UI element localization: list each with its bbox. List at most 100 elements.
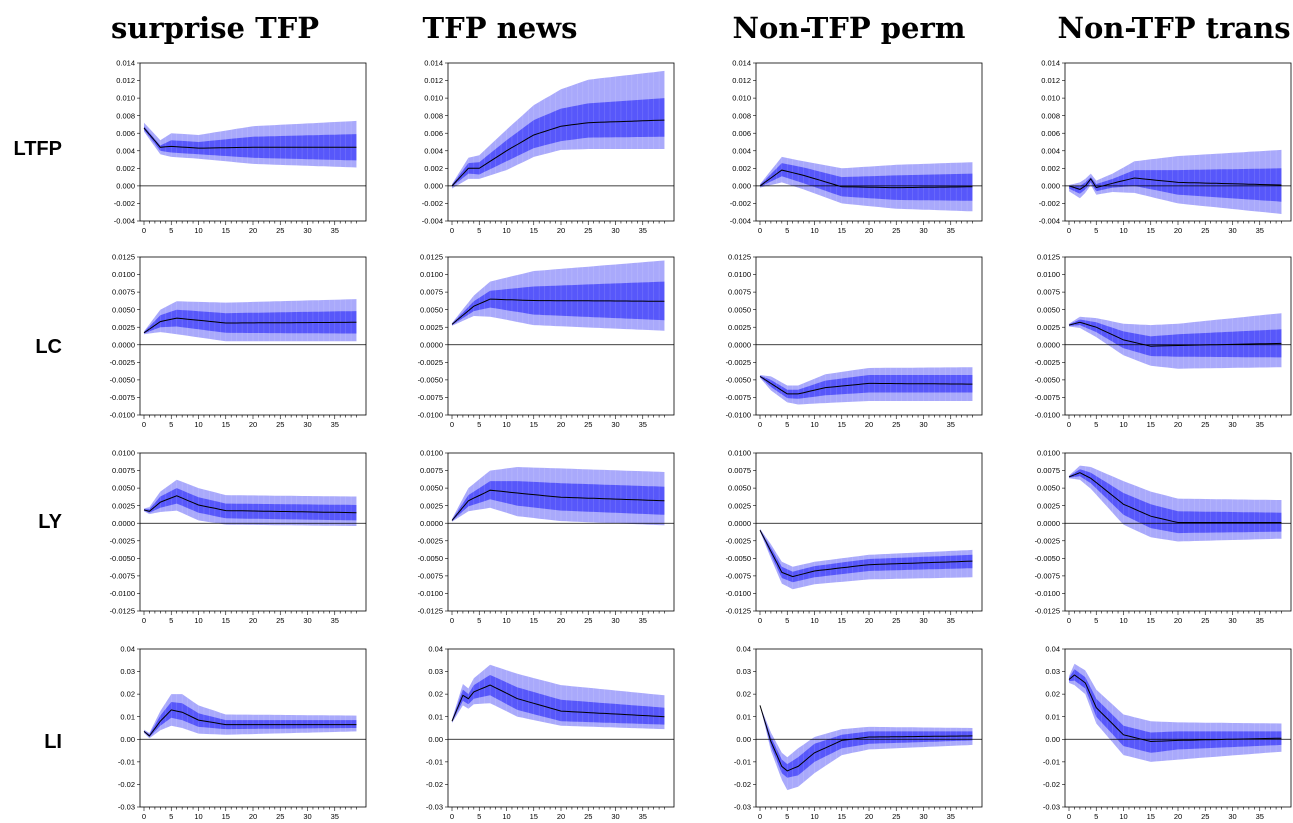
x-tick-label: 35 xyxy=(331,226,339,235)
x-tick-label: 25 xyxy=(1201,420,1209,429)
x-tick-label: 35 xyxy=(1256,812,1264,821)
y-tick-label: 0.0050 xyxy=(420,305,443,314)
panel-frame xyxy=(139,452,367,612)
x-tick-label: 15 xyxy=(1147,420,1155,429)
y-tick-label: -0.02 xyxy=(1043,780,1060,789)
x-tick-label: 30 xyxy=(303,616,311,625)
y-tick-label: 0.0025 xyxy=(1037,501,1060,510)
x-tick-label: 35 xyxy=(331,812,339,821)
y-tick-label: 0.002 xyxy=(1041,164,1060,173)
irf-panel: 0.0125 0.0100 0.0075 0.0050 0.0025 0.0000 -0.0… xyxy=(110,253,367,429)
y-tick-label: 0.008 xyxy=(1041,111,1060,120)
x-tick-label: 5 xyxy=(1094,420,1098,429)
x-tick-label: 25 xyxy=(276,420,284,429)
y-tick-label: 0.0125 xyxy=(420,253,443,262)
inner-confidence-band xyxy=(452,98,665,187)
x-tick-label: 20 xyxy=(865,420,873,429)
median-response-line xyxy=(451,489,665,521)
x-tick-label: 0 xyxy=(450,812,454,821)
y-tick-label: 0.006 xyxy=(1041,129,1060,138)
x-tick-label: 35 xyxy=(639,420,647,429)
x-tick-label: 0 xyxy=(1067,616,1071,625)
x-tick-label: 15 xyxy=(222,226,230,235)
y-tick-label: -0.004 xyxy=(422,217,443,226)
x-tick-label: 5 xyxy=(785,226,789,235)
y-tick-label: -0.0125 xyxy=(726,607,751,616)
y-tick-label: 0.01 xyxy=(120,712,135,721)
x-tick-label: 0 xyxy=(758,812,762,821)
y-tick-label: 0.000 xyxy=(116,181,135,190)
y-tick-label: 0.008 xyxy=(116,111,135,120)
y-tick-label: -0.0075 xyxy=(726,393,751,402)
y-tick-label: 0.01 xyxy=(736,712,751,721)
x-tick-label: 30 xyxy=(1228,812,1236,821)
y-tick-label: 0.010 xyxy=(116,94,135,103)
y-tick-label: -0.0100 xyxy=(418,589,443,598)
y-tick-label: -0.002 xyxy=(1039,199,1060,208)
y-tick-label: 0.008 xyxy=(424,111,443,120)
panel-grid: 0.0140.0120.0100.0080.0060.0040.0020.000… xyxy=(110,59,1292,821)
x-tick-label: 15 xyxy=(530,420,538,429)
x-tick-label: 25 xyxy=(276,616,284,625)
y-tick-label: -0.0050 xyxy=(726,554,751,563)
inner-confidence-band xyxy=(760,163,973,201)
y-tick-label: 0.012 xyxy=(1041,76,1060,85)
irf-panel: 0.0100 0.0075 0.0050 0.0025 0.0000 -0.0025 -0.… xyxy=(418,449,675,625)
inner-confidence-band xyxy=(144,309,357,334)
y-tick-label: 0.0025 xyxy=(1037,323,1060,332)
x-tick-label: 15 xyxy=(222,812,230,821)
inner-confidence-band xyxy=(452,481,665,522)
x-tick-label: 35 xyxy=(639,616,647,625)
x-tick-label: 15 xyxy=(1147,812,1155,821)
row-labels: LTFP LC LY LI xyxy=(13,138,62,753)
x-tick-label: 10 xyxy=(810,812,818,821)
y-tick-label: 0.0050 xyxy=(112,484,135,493)
y-tick-label: -0.0100 xyxy=(418,411,443,420)
median-response-line xyxy=(759,529,973,578)
x-tick-label: 10 xyxy=(194,226,202,235)
x-tick-label: 25 xyxy=(584,616,592,625)
y-tick-label: 0.02 xyxy=(120,690,135,699)
y-tick-label: 0.0075 xyxy=(420,288,443,297)
inner-confidence-band xyxy=(760,375,973,399)
y-tick-label: 0.02 xyxy=(1045,690,1060,699)
y-tick-label: -0.0050 xyxy=(110,375,135,384)
row-label: LY xyxy=(38,511,62,533)
y-tick-label: 0.0075 xyxy=(112,466,135,475)
y-tick-label: 0.02 xyxy=(428,690,443,699)
irf-panel: 0.014 0.012 0.010 0.008 0.006 0.004 0.002 0.000… xyxy=(114,59,367,235)
x-tick-label: 0 xyxy=(450,420,454,429)
y-tick-label: -0.0125 xyxy=(1035,607,1060,616)
y-tick-label: 0.0025 xyxy=(112,323,135,332)
y-tick-label: 0.0050 xyxy=(112,305,135,314)
y-tick-label: -0.002 xyxy=(114,199,135,208)
y-tick-label: 0.00 xyxy=(120,735,135,744)
x-tick-label: 5 xyxy=(477,226,481,235)
x-tick-label: 35 xyxy=(947,226,955,235)
x-tick-label: 0 xyxy=(1067,812,1071,821)
y-tick-label: 0.002 xyxy=(732,164,751,173)
x-tick-label: 20 xyxy=(557,226,565,235)
column-title: surprise TFP xyxy=(111,11,319,45)
y-tick-label: -0.004 xyxy=(114,217,135,226)
y-tick-label: 0.0025 xyxy=(728,501,751,510)
y-tick-label: 0.0100 xyxy=(728,449,751,458)
y-tick-label: 0.0100 xyxy=(420,449,443,458)
y-tick-label: -0.02 xyxy=(426,780,443,789)
irf-panel: 0.04 0.03 0.02 0.01 0.00 -0.01 -0.02 -0.03 0 5 10 1… xyxy=(426,645,675,821)
inner-confidence-band xyxy=(760,705,973,778)
y-tick-label: 0.006 xyxy=(116,129,135,138)
y-tick-label: -0.03 xyxy=(426,803,443,812)
x-tick-label: 10 xyxy=(194,616,202,625)
y-tick-label: 0.010 xyxy=(424,94,443,103)
y-tick-label: -0.0075 xyxy=(1035,393,1060,402)
x-tick-label: 5 xyxy=(1094,616,1098,625)
y-tick-label: 0.0000 xyxy=(1037,519,1060,528)
y-tick-label: -0.0075 xyxy=(418,393,443,402)
y-tick-label: 0.006 xyxy=(424,129,443,138)
y-tick-label: -0.004 xyxy=(1039,217,1060,226)
y-tick-label: -0.0025 xyxy=(110,358,135,367)
y-tick-label: -0.0050 xyxy=(726,375,751,384)
inner-confidence-band xyxy=(452,675,665,725)
x-tick-label: 15 xyxy=(1147,226,1155,235)
